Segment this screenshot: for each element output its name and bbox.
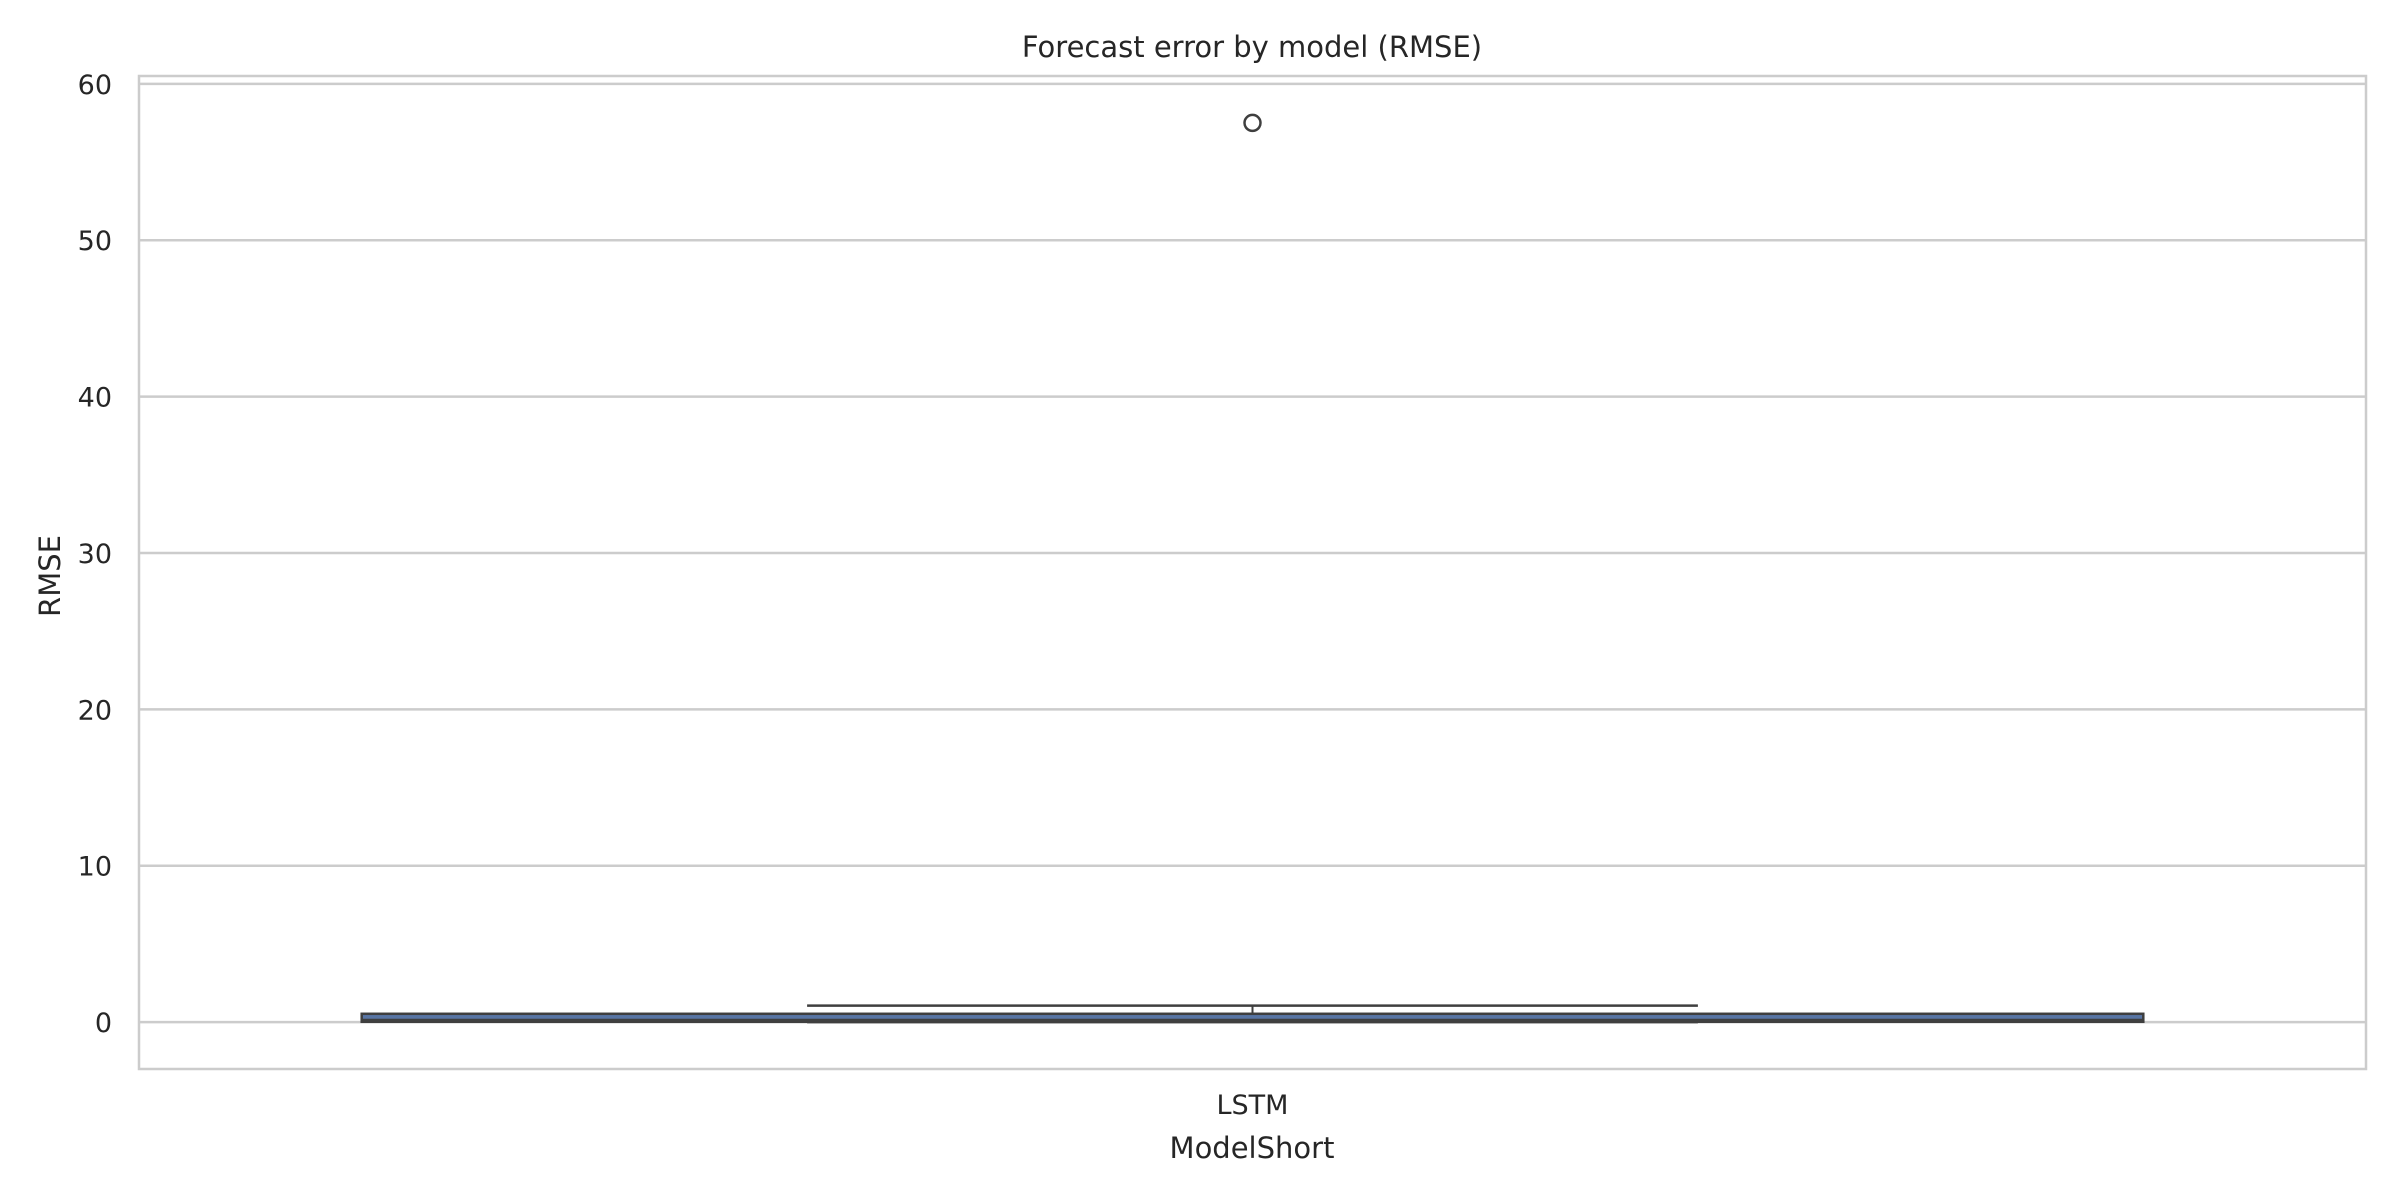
y-tick-label-10: 10 xyxy=(78,852,112,883)
y-tick-label-60: 60 xyxy=(78,70,112,101)
box-iqr xyxy=(360,1012,2145,1024)
y-tick-label-50: 50 xyxy=(78,226,112,257)
outlier-point xyxy=(1243,113,1262,133)
x-axis-label: ModelShort xyxy=(1170,1131,1335,1165)
y-axis-label: RMSE xyxy=(33,535,67,617)
x-tick-labels: LSTM xyxy=(1217,1090,1289,1121)
x-tick-label-lstm: LSTM xyxy=(1217,1090,1289,1121)
axes-frame xyxy=(137,74,2368,1071)
y-tick-label-30: 30 xyxy=(78,539,112,570)
gridlines xyxy=(139,82,2366,1024)
chart-title: Forecast error by model (RMSE) xyxy=(1022,30,1482,64)
y-tick-labels: 0 10 20 30 40 50 60 xyxy=(78,70,112,1039)
y-tick-label-40: 40 xyxy=(78,383,112,414)
boxes xyxy=(360,113,2145,1024)
y-tick-label-0: 0 xyxy=(95,1008,112,1039)
y-tick-label-20: 20 xyxy=(78,695,112,726)
